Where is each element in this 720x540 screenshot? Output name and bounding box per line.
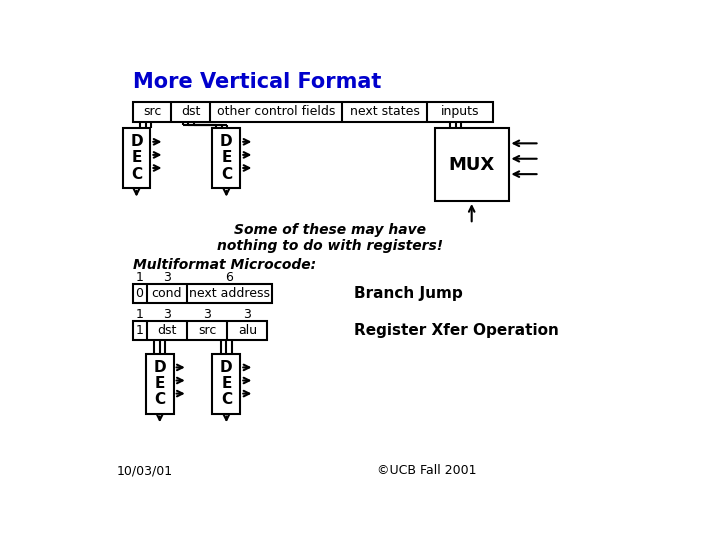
Text: D: D <box>153 360 166 375</box>
Text: 10/03/01: 10/03/01 <box>117 464 174 477</box>
Text: dst: dst <box>157 324 176 337</box>
Text: D: D <box>130 134 143 149</box>
Text: Branch Jump: Branch Jump <box>354 286 462 301</box>
Text: next states: next states <box>350 105 420 118</box>
Text: MUX: MUX <box>449 156 495 173</box>
Text: C: C <box>221 392 232 407</box>
Text: D: D <box>220 134 233 149</box>
FancyBboxPatch shape <box>132 284 272 303</box>
Text: next address: next address <box>189 287 270 300</box>
Text: ©UCB Fall 2001: ©UCB Fall 2001 <box>377 464 476 477</box>
FancyBboxPatch shape <box>212 128 240 188</box>
FancyBboxPatch shape <box>145 354 174 414</box>
Text: 1: 1 <box>135 324 143 337</box>
Text: E: E <box>131 151 142 165</box>
Text: E: E <box>155 376 165 391</box>
Text: C: C <box>154 392 166 407</box>
Text: 0: 0 <box>135 287 143 300</box>
FancyBboxPatch shape <box>212 354 240 414</box>
Text: inputs: inputs <box>441 105 480 118</box>
Text: 3: 3 <box>163 308 171 321</box>
Text: C: C <box>131 167 142 181</box>
Text: Some of these may have
nothing to do with registers!: Some of these may have nothing to do wit… <box>217 222 444 253</box>
FancyBboxPatch shape <box>132 102 493 122</box>
Text: alu: alu <box>238 324 257 337</box>
Text: Register Xfer Operation: Register Xfer Operation <box>354 323 559 338</box>
FancyBboxPatch shape <box>132 321 267 340</box>
Text: 1: 1 <box>135 271 143 284</box>
Text: other control fields: other control fields <box>217 105 336 118</box>
Text: 1: 1 <box>135 308 143 321</box>
Text: C: C <box>221 167 232 181</box>
Text: src: src <box>143 105 161 118</box>
Text: Multiformat Microcode:: Multiformat Microcode: <box>132 258 316 272</box>
FancyBboxPatch shape <box>435 128 508 201</box>
Text: src: src <box>198 324 216 337</box>
Text: 3: 3 <box>203 308 211 321</box>
FancyBboxPatch shape <box>122 128 150 188</box>
Text: dst: dst <box>181 105 200 118</box>
Text: E: E <box>221 151 232 165</box>
Text: cond: cond <box>151 287 182 300</box>
Text: E: E <box>221 376 232 391</box>
Text: 3: 3 <box>243 308 251 321</box>
Text: 6: 6 <box>225 271 233 284</box>
Text: D: D <box>220 360 233 375</box>
Text: 3: 3 <box>163 271 171 284</box>
Text: More Vertical Format: More Vertical Format <box>132 72 381 92</box>
